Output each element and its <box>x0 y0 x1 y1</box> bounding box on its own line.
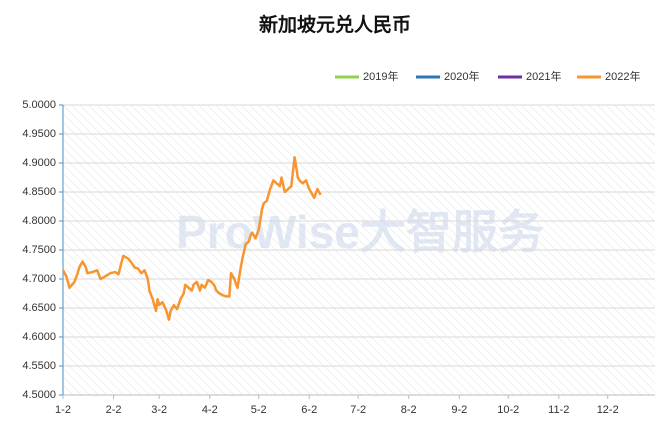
x-tick-label: 3-2 <box>151 404 167 416</box>
legend-label: 2020年 <box>444 69 479 83</box>
y-tick-label: 4.6500 <box>22 302 56 314</box>
y-tick-label: 4.7500 <box>22 244 56 256</box>
y-tick-label: 4.9000 <box>22 157 56 169</box>
legend-label: 2022年 <box>605 69 640 83</box>
x-tick-label: 4-2 <box>202 404 218 416</box>
x-tick-label: 8-2 <box>401 404 417 416</box>
x-tick-label: 6-2 <box>301 404 317 416</box>
y-tick-label: 4.5500 <box>22 360 56 372</box>
y-tick-label: 4.6000 <box>22 331 56 343</box>
legend-label: 2021年 <box>526 69 561 83</box>
watermark: ProWise大智服务 <box>176 206 544 258</box>
legend-label: 2019年 <box>363 69 398 83</box>
series-line <box>61 155 322 321</box>
x-tick-label: 11-2 <box>548 404 569 416</box>
x-tick-label: 1-2 <box>55 404 71 416</box>
x-tick-label: 7-2 <box>350 404 366 416</box>
x-tick-label: 12-2 <box>597 404 619 416</box>
y-tick-label: 5.0000 <box>22 99 56 111</box>
y-tick-label: 4.8500 <box>22 186 56 198</box>
x-tick-label: 5-2 <box>251 404 267 416</box>
y-tick-label: 4.8000 <box>22 215 56 227</box>
x-tick-label: 2-2 <box>106 404 122 416</box>
x-tick-label: 10-2 <box>497 404 519 416</box>
y-tick-label: 4.7000 <box>22 273 56 285</box>
y-tick-label: 4.9500 <box>22 128 56 140</box>
y-tick-label: 4.5000 <box>22 389 56 401</box>
x-tick-label: 9-2 <box>451 404 467 416</box>
chart-title: 新加坡元兑人民币 <box>259 13 411 36</box>
